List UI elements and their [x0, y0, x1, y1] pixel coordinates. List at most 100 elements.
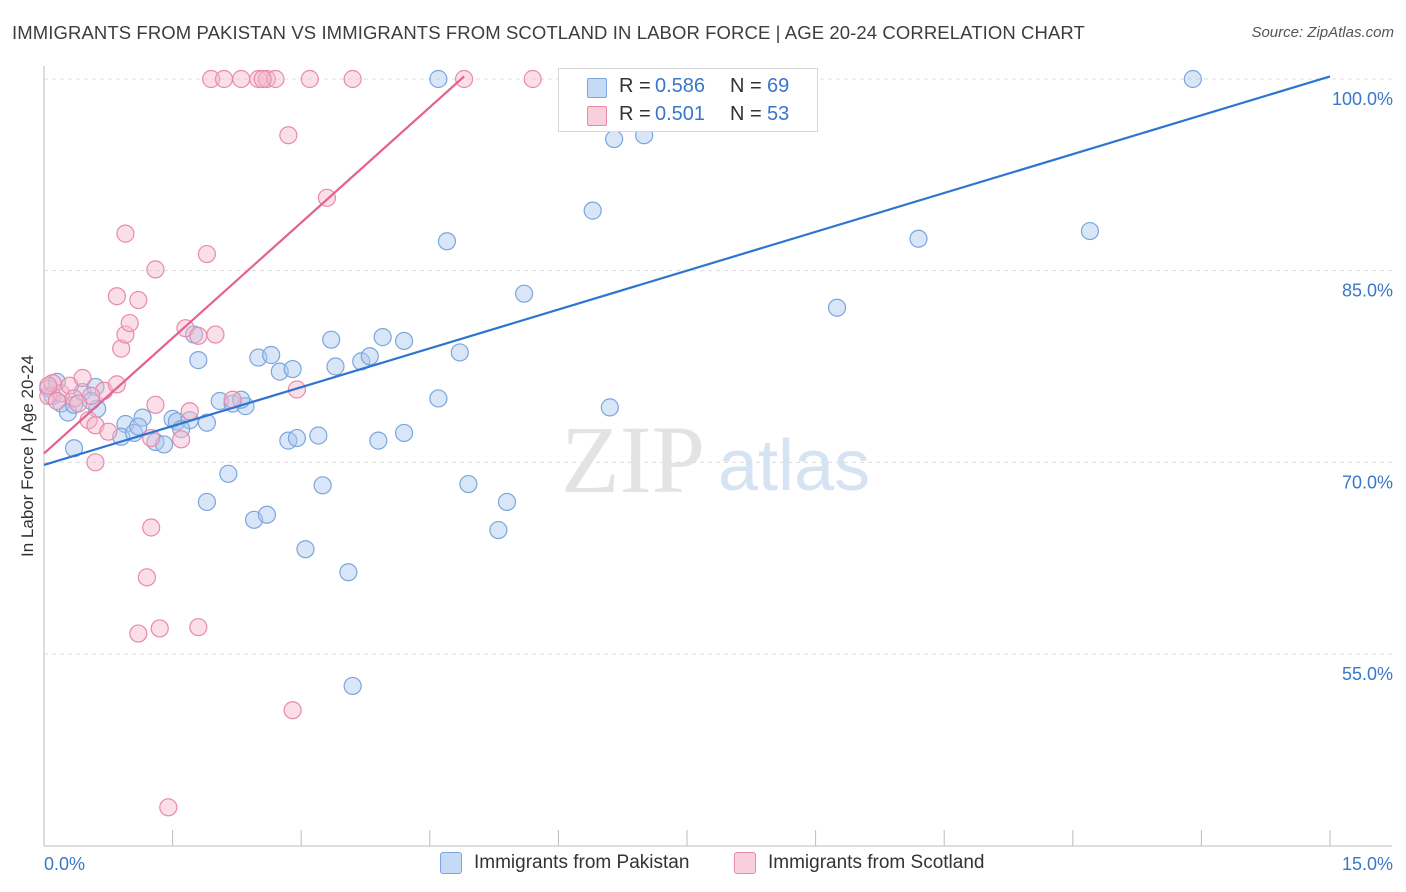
legend-r-label: R = [619, 103, 651, 125]
chart-title: IMMIGRANTS FROM PAKISTAN VS IMMIGRANTS F… [12, 22, 1085, 43]
point-pakistan [605, 129, 624, 149]
point-scotland [137, 568, 156, 587]
point-scotland [142, 518, 161, 537]
legend-swatch-blue [440, 852, 462, 874]
point-pakistan [429, 69, 448, 89]
point-scotland [112, 339, 131, 358]
point-scotland [39, 376, 58, 395]
point-pakistan [197, 492, 216, 512]
y-tick-label: 70.0% [1342, 472, 1393, 492]
point-scotland [107, 375, 126, 394]
point-pakistan [429, 389, 448, 408]
grid-lines [44, 78, 1392, 655]
point-pakistan [257, 505, 277, 524]
watermark-atlas: atlas [718, 426, 870, 506]
y-tick-label: 55.0% [1342, 664, 1393, 684]
point-pakistan [1183, 69, 1202, 89]
point-scotland [73, 368, 92, 388]
tick-labels: 55.0% 70.0% 85.0% 100.0% 0.0% 15.0% [44, 89, 1393, 874]
point-pakistan [219, 464, 238, 483]
legend-n-label: N = [730, 103, 762, 125]
legend-swatch-pink [587, 106, 607, 126]
point-pakistan [339, 563, 358, 582]
point-pakistan [262, 345, 281, 365]
point-scotland [206, 325, 225, 344]
point-pakistan [322, 330, 341, 349]
legend-r-value: 0.586 [655, 75, 706, 97]
point-scotland [232, 69, 251, 89]
legend-r-label: R = [619, 75, 651, 97]
point-scotland [146, 395, 165, 414]
legend-swatch-pink [734, 852, 756, 874]
point-scotland [159, 798, 178, 817]
point-pakistan [313, 476, 332, 495]
watermark: ZIP atlas [561, 406, 870, 513]
watermark-zip: ZIP [561, 406, 705, 513]
point-scotland [266, 69, 285, 89]
point-pakistan [394, 331, 414, 351]
point-scotland [47, 391, 66, 411]
point-pakistan [133, 408, 152, 427]
point-scotland [214, 69, 234, 89]
point-scotland [523, 69, 542, 89]
point-scotland [253, 69, 272, 89]
point-scotland [189, 618, 208, 637]
point-scotland [197, 244, 216, 264]
stats-legend: R = 0.586 N = 69 R = 0.501 N = 53 [558, 68, 818, 132]
point-pakistan [459, 474, 478, 494]
point-pakistan [309, 426, 328, 445]
x-tick-label-max: 15.0% [1342, 854, 1393, 874]
point-scotland [172, 430, 191, 449]
point-pakistan [129, 417, 148, 436]
point-scotland [146, 260, 165, 279]
point-pakistan [343, 676, 362, 696]
point-scotland [86, 453, 105, 472]
point-scotland [283, 701, 302, 720]
point-pakistan [600, 398, 619, 417]
point-scotland [107, 287, 126, 306]
x-tick-label-min: 0.0% [44, 854, 85, 874]
point-pakistan [583, 201, 602, 220]
point-scotland [189, 326, 208, 345]
point-scotland [202, 69, 221, 89]
point-scotland [69, 394, 88, 413]
point-scotland [150, 619, 169, 638]
point-pakistan [450, 343, 469, 362]
point-scotland [300, 69, 319, 89]
legend-r-value: 0.501 [655, 103, 706, 125]
point-pakistan [296, 540, 315, 559]
point-pakistan [360, 347, 379, 366]
y-tick-label: 100.0% [1332, 89, 1393, 109]
point-pakistan [369, 431, 388, 450]
legend-n-label: N = [730, 75, 762, 97]
legend-label-pakistan: Immigrants from Pakistan [474, 852, 690, 873]
point-scotland [116, 325, 135, 344]
source-label: Source: ZipAtlas.com [1251, 24, 1394, 41]
point-pakistan [373, 328, 392, 347]
point-pakistan [437, 232, 457, 251]
point-scotland [180, 402, 199, 421]
point-scotland [120, 313, 139, 333]
point-scotland [454, 69, 474, 89]
y-axis-label: In Labor Force | Age 20-24 [18, 355, 37, 557]
point-scotland [116, 224, 135, 243]
legend-label-scotland: Immigrants from Scotland [768, 852, 985, 873]
point-pakistan [394, 423, 414, 443]
point-pakistan [86, 377, 105, 397]
point-pakistan [489, 520, 508, 540]
point-scotland [343, 69, 362, 89]
point-pakistan [189, 351, 208, 370]
point-pakistan [283, 359, 302, 379]
y-tick-label: 85.0% [1342, 281, 1393, 301]
point-pakistan [497, 492, 517, 512]
legend-n-value: 69 [767, 75, 790, 97]
axes [43, 66, 1392, 847]
trend-lines [43, 75, 1331, 466]
point-pakistan [909, 229, 928, 248]
legend-n-value: 53 [767, 103, 790, 125]
point-pakistan [827, 298, 847, 317]
point-scotland [279, 126, 298, 145]
data-points [39, 69, 1202, 817]
point-pakistan [1080, 221, 1100, 241]
